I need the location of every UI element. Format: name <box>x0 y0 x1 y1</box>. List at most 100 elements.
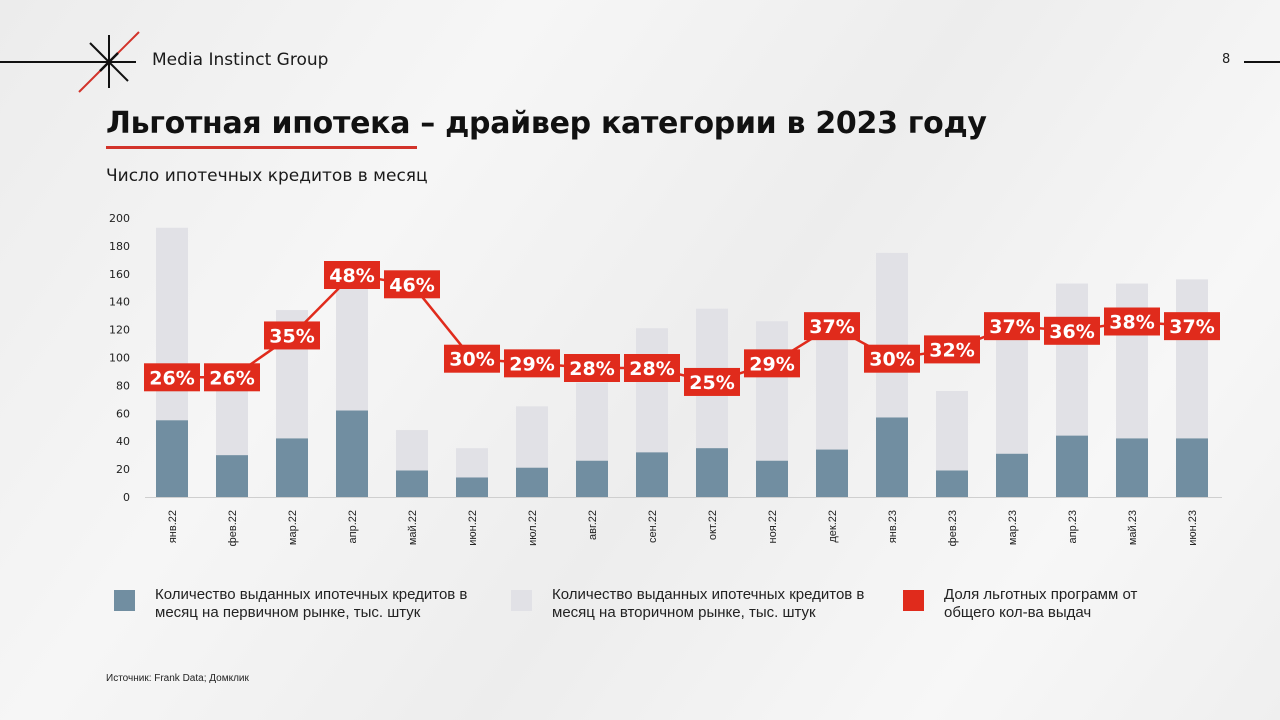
legend-swatch-share <box>903 590 924 611</box>
bar-primary <box>216 455 248 497</box>
share-data-label: 28% <box>629 358 674 380</box>
x-tick-label: окт.22 <box>707 510 719 540</box>
share-label-box <box>324 261 380 289</box>
title-underline <box>106 146 417 149</box>
chart-subtitle: Число ипотечных кредитов в месяц <box>106 166 428 186</box>
bar-secondary <box>216 382 248 456</box>
y-tick-label: 40 <box>116 435 130 448</box>
share-data-label: 37% <box>809 316 854 338</box>
share-label-box <box>1044 316 1100 345</box>
y-tick-label: 20 <box>116 463 130 476</box>
share-label-box <box>1104 307 1160 336</box>
share-data-label: 26% <box>149 367 194 389</box>
legend-item-primary: Количество выданных ипотечных кредитов в… <box>114 586 475 622</box>
y-tick-label: 0 <box>123 491 130 504</box>
bar-primary <box>1116 438 1148 497</box>
bar-secondary <box>456 448 488 478</box>
legend-item-share: Доля льготных программ от общего кол-ва … <box>903 586 1154 622</box>
y-tick-label: 100 <box>109 352 130 365</box>
share-label-box <box>444 344 500 373</box>
bar-primary <box>1056 435 1088 497</box>
share-label-box <box>684 367 740 396</box>
bar-secondary <box>516 406 548 468</box>
share-data-label: 36% <box>1049 321 1094 343</box>
legend-swatch-secondary <box>511 590 532 611</box>
x-tick-label: июн.22 <box>467 510 479 546</box>
y-tick-label: 60 <box>116 407 130 420</box>
bar-secondary <box>636 328 668 453</box>
y-tick-label: 140 <box>109 296 130 309</box>
bar-secondary <box>156 227 188 421</box>
x-tick-label: сен.22 <box>647 510 659 543</box>
share-label-box <box>204 363 260 392</box>
x-tick-label: май.23 <box>1127 510 1139 545</box>
y-tick-label: 80 <box>116 379 130 392</box>
bar-primary <box>396 470 428 497</box>
y-tick-label: 200 <box>109 212 130 225</box>
bar-primary <box>996 453 1028 497</box>
bar-secondary <box>816 337 848 450</box>
bar-primary <box>156 420 188 497</box>
legend-label-primary: Количество выданных ипотечных кредитов в… <box>155 586 468 621</box>
bar-primary <box>276 438 308 497</box>
share-data-label: 30% <box>869 349 914 371</box>
bar-primary <box>516 467 548 497</box>
x-tick-label: май.22 <box>407 510 419 545</box>
page-number-line <box>1244 61 1280 63</box>
legend-item-secondary: Количество выданных ипотечных кредитов в… <box>511 586 872 622</box>
share-data-label: 30% <box>449 349 494 371</box>
x-tick-label: янв.22 <box>167 510 179 543</box>
x-tick-label: авг.22 <box>587 510 599 540</box>
share-label-box <box>144 363 200 392</box>
bar-primary <box>336 410 368 497</box>
share-data-label: 48% <box>329 265 374 287</box>
brand-logo-icon <box>0 31 140 93</box>
x-tick-label: фев.23 <box>947 510 959 546</box>
bar-primary <box>456 477 488 497</box>
x-tick-label: мар.22 <box>287 510 299 545</box>
y-tick-label: 120 <box>109 324 130 337</box>
x-tick-label: дек.22 <box>827 510 839 543</box>
share-data-label: 26% <box>209 367 254 389</box>
legend-swatch-primary <box>114 590 135 611</box>
x-tick-label: июн.23 <box>1187 510 1199 546</box>
source-note: Источник: Frank Data; Домклик <box>106 673 249 684</box>
share-label-box <box>564 354 620 382</box>
share-data-label: 38% <box>1109 312 1154 334</box>
share-label-box <box>384 270 440 299</box>
bar-secondary <box>996 333 1028 454</box>
share-data-label: 28% <box>569 358 614 380</box>
share-data-label: 29% <box>509 353 554 375</box>
legend-label-share: Доля льготных программ от общего кол-ва … <box>944 586 1138 621</box>
bar-secondary <box>396 430 428 471</box>
bar-secondary <box>336 287 368 411</box>
brand-name: Media Instinct Group <box>152 50 329 70</box>
x-tick-label: фев.22 <box>227 510 239 546</box>
bar-secondary <box>756 321 788 461</box>
x-tick-label: ноя.22 <box>767 510 779 543</box>
share-label-box <box>804 312 860 341</box>
share-label-box <box>264 321 320 350</box>
bar-secondary <box>876 252 908 418</box>
share-data-label: 37% <box>989 316 1034 338</box>
bar-secondary <box>1116 283 1148 439</box>
share-label-box <box>864 344 920 373</box>
bar-secondary <box>936 390 968 471</box>
x-tick-label: апр.23 <box>1067 510 1079 543</box>
share-data-label: 46% <box>389 274 434 296</box>
bar-primary <box>816 449 848 497</box>
y-tick-label: 180 <box>109 240 130 253</box>
x-tick-label: янв.23 <box>887 510 899 543</box>
share-data-label: 37% <box>1169 316 1214 338</box>
share-label-box <box>1164 312 1220 341</box>
legend-label-secondary: Количество выданных ипотечных кредитов в… <box>552 586 865 621</box>
bar-primary <box>696 448 728 497</box>
bar-secondary <box>576 382 608 461</box>
bar-primary <box>576 460 608 497</box>
share-label-box <box>624 354 680 382</box>
share-data-label: 35% <box>269 325 314 347</box>
bar-primary <box>1176 438 1208 497</box>
share-label-box <box>504 349 560 378</box>
share-label-box <box>744 349 800 378</box>
